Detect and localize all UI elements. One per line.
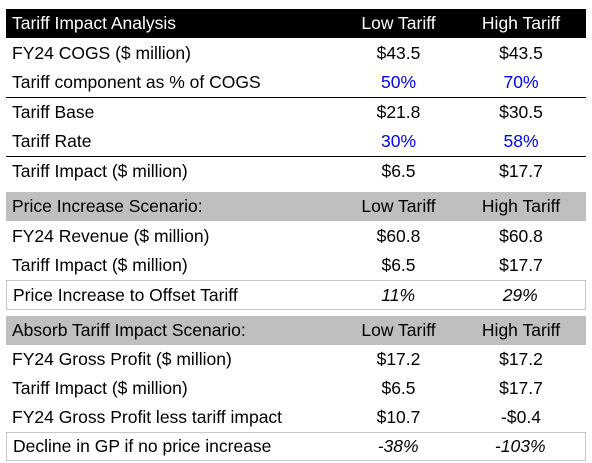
row-label: FY24 Gross Profit ($ million)	[12, 349, 232, 369]
table-header-price-increase: Price Increase Scenario: Low Tariff High…	[6, 192, 586, 221]
row-low: 30%	[380, 131, 417, 151]
table-row: Tariff Rate 30% 58%	[6, 127, 586, 156]
header-low: Low Tariff	[361, 13, 436, 33]
table-row: Tariff component as % of COGS 50% 70%	[6, 68, 586, 97]
table-row: Tariff Base $21.8 $30.5	[6, 98, 586, 127]
table-header-absorb-tariff: Absorb Tariff Impact Scenario: Low Tarif…	[6, 316, 586, 345]
table-row: FY24 Gross Profit less tariff impact $10…	[6, 403, 586, 432]
row-label: Tariff Impact ($ million)	[12, 161, 188, 181]
row-label: Decline in GP if no price increase	[13, 436, 272, 456]
row-low: $6.5	[381, 255, 416, 275]
row-label: FY24 Gross Profit less tariff impact	[12, 407, 283, 427]
row-high: 58%	[503, 131, 539, 151]
row-low: 11%	[381, 284, 416, 305]
table-row: FY24 Gross Profit ($ million) $17.2 $17.…	[6, 345, 586, 374]
row-label: Tariff Impact ($ million)	[12, 255, 188, 275]
row-low: $10.7	[376, 407, 421, 427]
table-row: Tariff Impact ($ million) $6.5 $17.7	[6, 374, 586, 403]
table-row-highlight: Decline in GP if no price increase -38% …	[6, 432, 586, 461]
header-label: Tariff Impact Analysis	[12, 13, 177, 33]
header-label: Absorb Tariff Impact Scenario:	[12, 320, 246, 340]
row-low: 50%	[380, 72, 417, 92]
row-high: $17.7	[499, 378, 543, 398]
row-label: Price Increase to Offset Tariff	[13, 284, 238, 305]
row-high: $17.7	[499, 161, 543, 181]
row-high: $17.7	[499, 255, 543, 275]
table-row-highlight: Price Increase to Offset Tariff 11% 29%	[6, 280, 586, 310]
table-row: Tariff Impact ($ million) $6.5 $17.7	[6, 251, 586, 280]
header-label: Price Increase Scenario:	[12, 196, 203, 216]
row-high: -103%	[494, 436, 546, 456]
row-low: $21.8	[376, 102, 421, 122]
row-low: -38%	[377, 436, 419, 456]
row-high: 70%	[503, 72, 539, 92]
table-header-tariff-impact: Tariff Impact Analysis Low Tariff High T…	[6, 9, 586, 38]
row-label: Tariff Rate	[12, 131, 92, 151]
divider	[6, 97, 586, 98]
row-high: $30.5	[499, 102, 543, 122]
row-low: $6.5	[381, 378, 416, 398]
header-low: Low Tariff	[361, 196, 436, 216]
header-low: Low Tariff	[361, 320, 436, 340]
row-low: $6.5	[381, 161, 416, 181]
table-row: FY24 Revenue ($ million) $60.8 $60.8	[6, 222, 586, 251]
row-low: $43.5	[376, 43, 421, 63]
header-high: High Tariff	[481, 320, 561, 340]
row-label: Tariff Base	[12, 102, 95, 122]
row-high: -$0.4	[501, 407, 541, 427]
row-low: $60.8	[376, 226, 421, 246]
row-label: Tariff component as % of COGS	[12, 72, 261, 92]
row-label: FY24 Revenue ($ million)	[12, 226, 210, 246]
row-low: $17.2	[376, 349, 421, 369]
divider	[6, 156, 586, 157]
row-high: 29%	[502, 284, 538, 305]
header-high: High Tariff	[481, 13, 561, 33]
row-label: FY24 COGS ($ million)	[12, 43, 191, 63]
row-high: $43.5	[499, 43, 543, 63]
row-high: $60.8	[499, 226, 543, 246]
table-row: Tariff Impact ($ million) $6.5 $17.7	[6, 157, 586, 186]
row-high: $17.2	[499, 349, 543, 369]
header-high: High Tariff	[481, 196, 561, 216]
row-label: Tariff Impact ($ million)	[12, 378, 188, 398]
table-row: FY24 COGS ($ million) $43.5 $43.5	[6, 39, 586, 68]
